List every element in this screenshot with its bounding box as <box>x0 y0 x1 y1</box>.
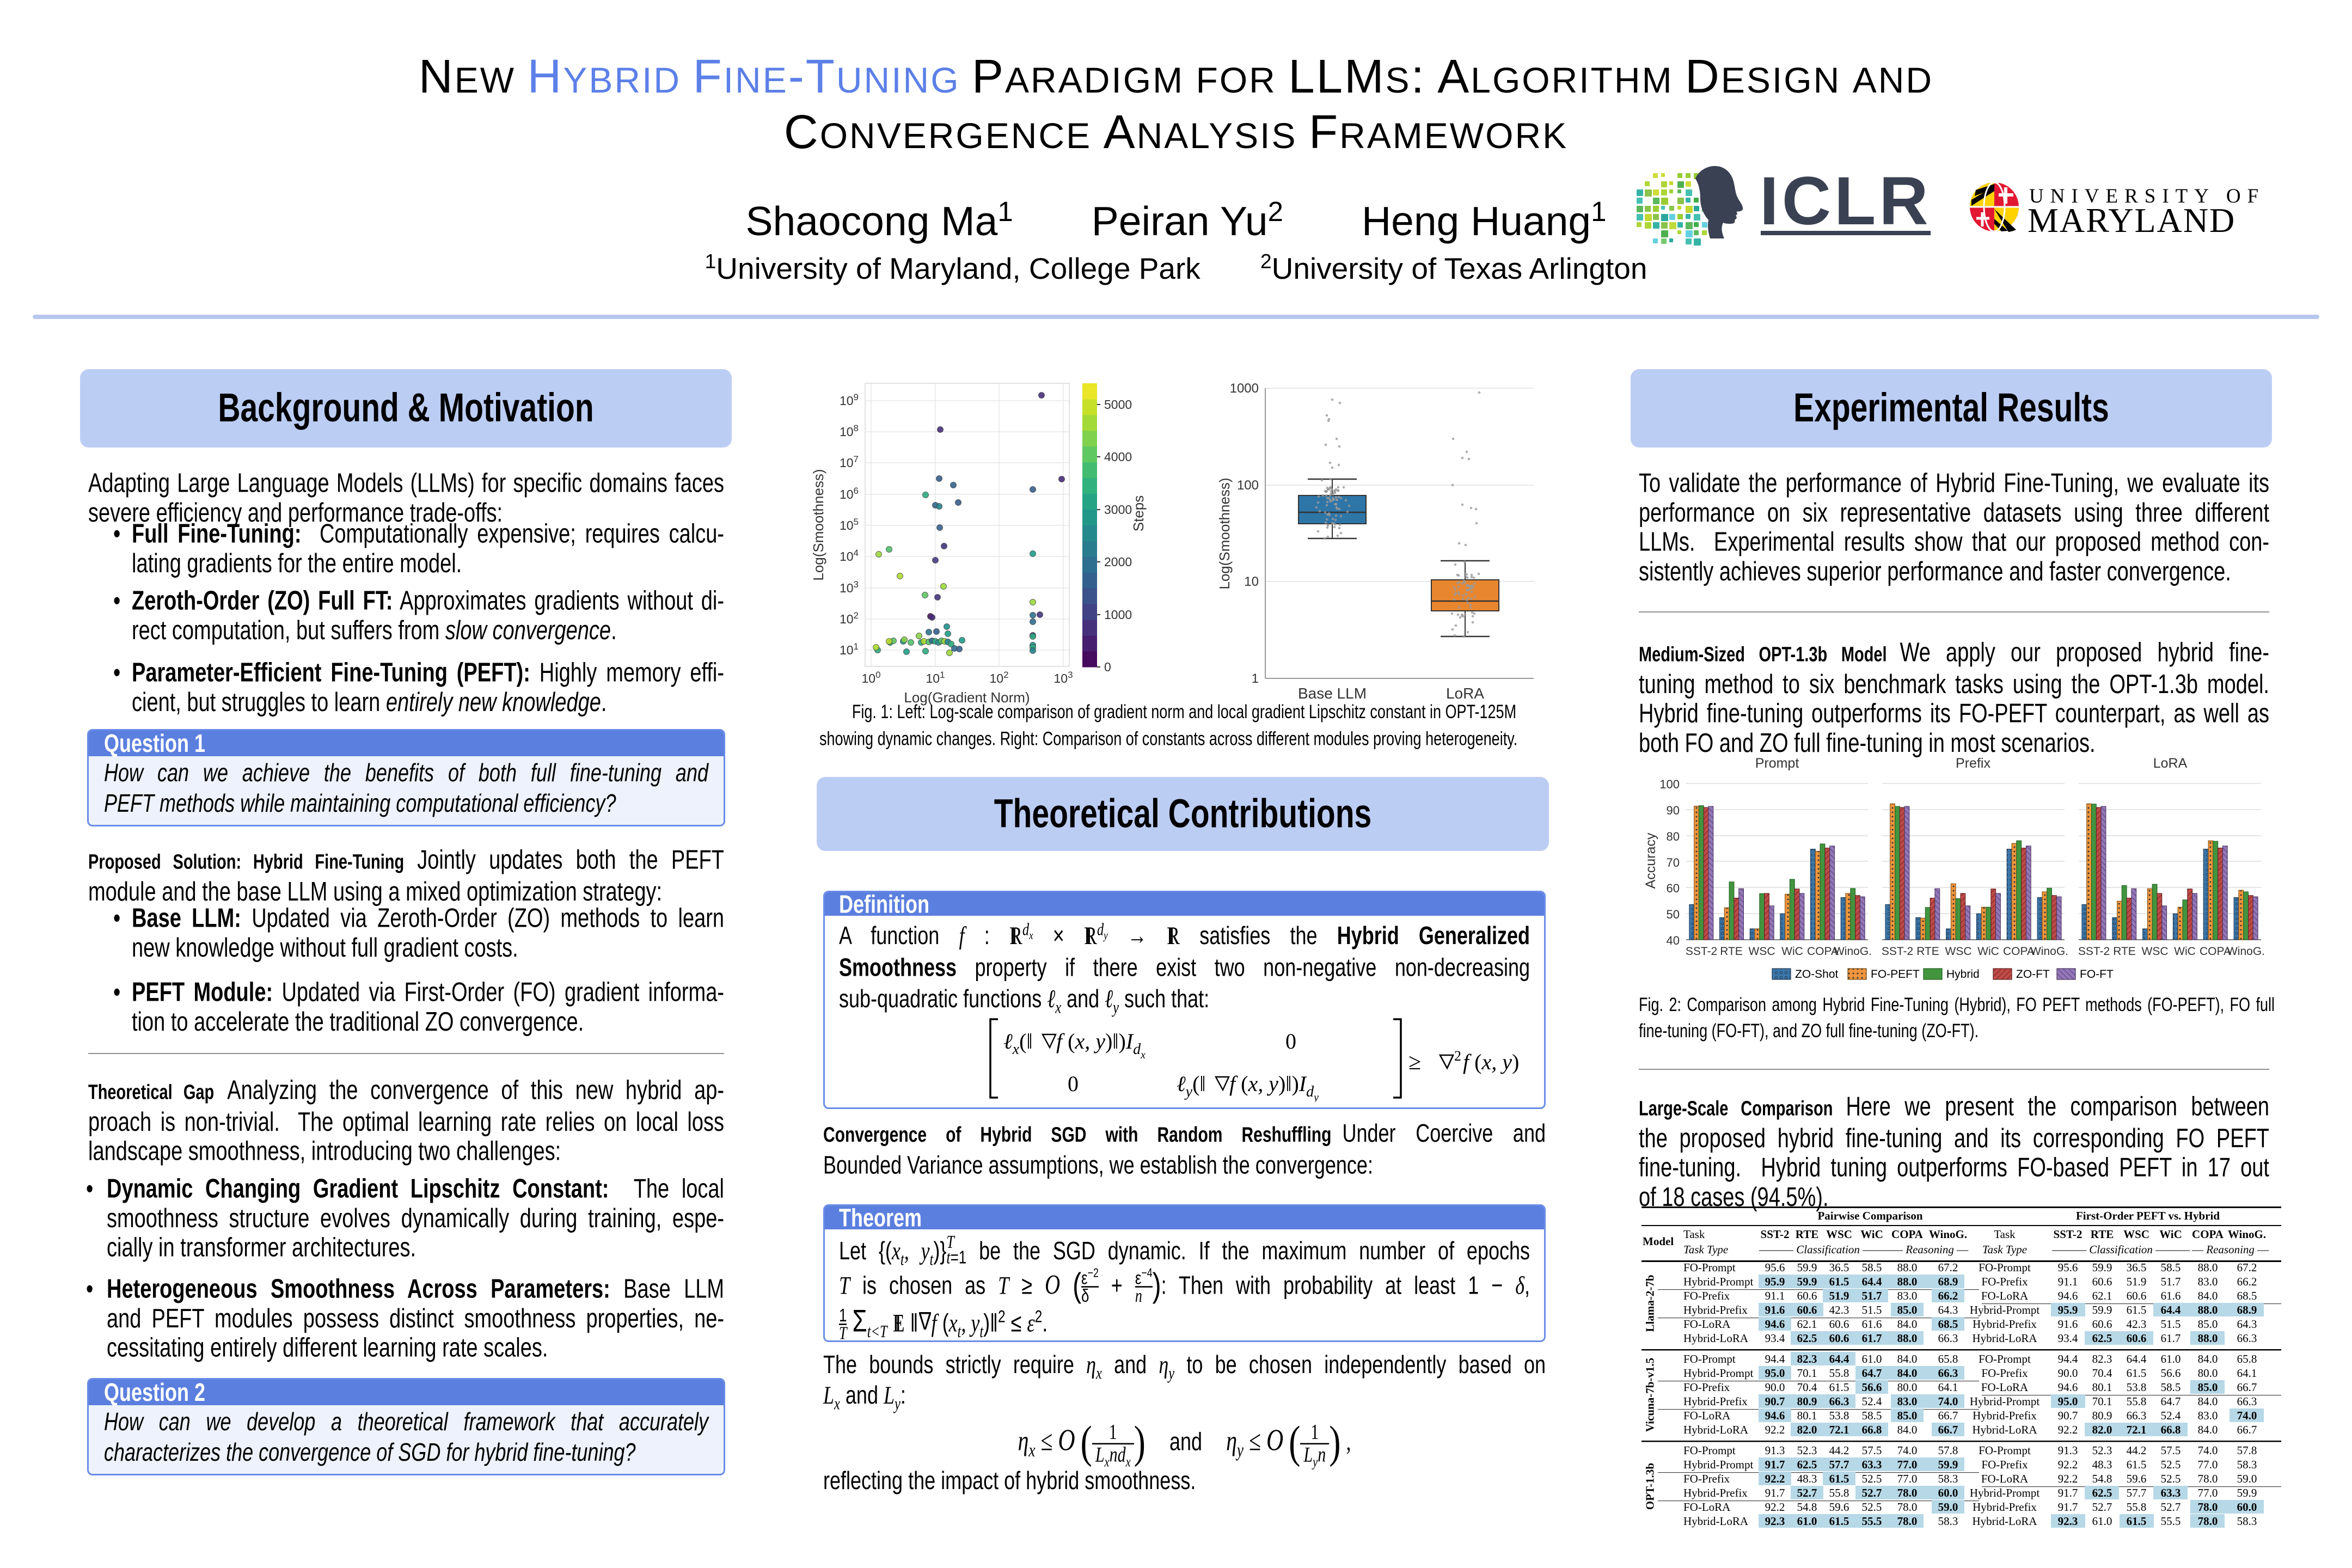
svg-text:ZO-Shot: ZO-Shot <box>1795 968 1839 981</box>
svg-text:SST-2: SST-2 <box>1882 945 1913 958</box>
svg-text:WinoG.: WinoG. <box>2030 945 2068 958</box>
svg-text:COPA: COPA <box>2003 945 2035 958</box>
svg-text:100: 100 <box>1659 777 1680 791</box>
svg-text:WSC: WSC <box>1945 945 1972 958</box>
svg-text:Prefix: Prefix <box>1956 756 1990 771</box>
svg-text:COPA: COPA <box>1807 945 1839 958</box>
svg-text:RTE: RTE <box>2113 945 2136 958</box>
svg-text:108: 108 <box>840 423 859 439</box>
svg-text:2000: 2000 <box>1104 555 1132 569</box>
svg-text:1000: 1000 <box>1104 608 1132 622</box>
svg-text:f (x, y)‖)Idy: f (x, y)‖)Idy <box>1229 1071 1319 1102</box>
svg-text:WiC: WiC <box>1977 945 1999 958</box>
svg-text:2: 2 <box>1454 1048 1461 1064</box>
svg-text:Hybrid: Hybrid <box>1946 968 1980 981</box>
svg-text:0: 0 <box>1104 660 1111 674</box>
svg-text:90: 90 <box>1667 804 1680 817</box>
svg-text:COPA: COPA <box>2200 945 2231 958</box>
svg-text:FO-PEFT: FO-PEFT <box>1871 968 1920 981</box>
svg-text:ℓx(‖: ℓx(‖ <box>1003 1029 1033 1058</box>
svg-text:LoRA: LoRA <box>1446 685 1484 702</box>
svg-text:3000: 3000 <box>1104 503 1132 517</box>
svg-text:WSC: WSC <box>2142 945 2169 958</box>
svg-text:ℓy(‖: ℓy(‖ <box>1177 1071 1206 1100</box>
svg-text:5000: 5000 <box>1104 397 1132 412</box>
svg-text:ZO-FT: ZO-FT <box>2016 968 2050 981</box>
svg-text:50: 50 <box>1667 908 1680 921</box>
svg-text:80: 80 <box>1667 830 1680 843</box>
svg-text:FO-FT: FO-FT <box>2080 968 2114 981</box>
svg-text:WiC: WiC <box>1781 945 1803 958</box>
svg-text:0: 0 <box>1285 1029 1296 1054</box>
svg-text:≥: ≥ <box>1408 1050 1421 1075</box>
svg-text:UNIVERSITY OF: UNIVERSITY OF <box>2029 185 2265 207</box>
svg-text:1000: 1000 <box>1230 381 1259 396</box>
svg-text:f (x, y): f (x, y) <box>1463 1050 1519 1074</box>
svg-text:0: 0 <box>1068 1071 1079 1096</box>
svg-text:SST-2: SST-2 <box>1686 945 1717 958</box>
svg-text:WiC: WiC <box>2174 945 2196 958</box>
svg-text:RTE: RTE <box>1916 945 1939 958</box>
svg-text:SST-2: SST-2 <box>2078 945 2110 958</box>
svg-text:WSC: WSC <box>1749 945 1775 958</box>
svg-text:Base LLM: Base LLM <box>1298 685 1367 702</box>
svg-text:Prompt: Prompt <box>1755 756 1799 771</box>
svg-text:40: 40 <box>1667 934 1680 947</box>
svg-text:ICLR: ICLR <box>1760 163 1932 239</box>
svg-text:60: 60 <box>1667 881 1680 895</box>
svg-text:WinoG.: WinoG. <box>1834 945 1872 958</box>
svg-text:LoRA: LoRA <box>2153 756 2188 771</box>
svg-text:4000: 4000 <box>1104 450 1132 464</box>
svg-text:Log(Smoothness): Log(Smoothness) <box>1216 477 1233 589</box>
svg-text:102: 102 <box>840 610 859 626</box>
svg-text:Steps: Steps <box>1130 495 1147 532</box>
svg-text:10: 10 <box>1244 574 1259 589</box>
svg-text:1: 1 <box>1252 671 1259 686</box>
svg-text:MARYLAND: MARYLAND <box>2028 201 2235 240</box>
svg-text:70: 70 <box>1667 856 1680 869</box>
svg-text:Log(Smoothness): Log(Smoothness) <box>810 469 826 580</box>
svg-text:WinoG.: WinoG. <box>2227 945 2265 958</box>
svg-text:RTE: RTE <box>1720 945 1743 958</box>
svg-text:100: 100 <box>861 670 880 685</box>
svg-text:Log(Gradient Norm): Log(Gradient Norm) <box>904 689 1030 706</box>
svg-text:Accuracy: Accuracy <box>1643 832 1658 889</box>
svg-text:100: 100 <box>1237 478 1259 493</box>
